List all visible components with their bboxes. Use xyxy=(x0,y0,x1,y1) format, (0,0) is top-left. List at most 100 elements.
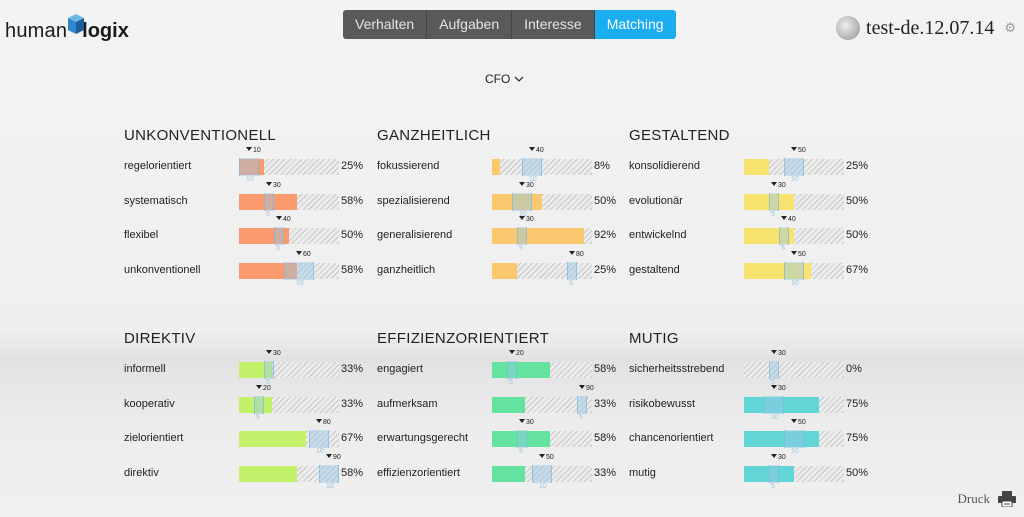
trait-bar: 50 10 xyxy=(744,419,844,455)
target-marker: 30 xyxy=(519,216,534,223)
range-width-value: 10 xyxy=(791,448,799,455)
trait-percent: 25% xyxy=(594,264,617,276)
target-marker: 20 xyxy=(509,350,524,357)
trait-percent: 67% xyxy=(341,432,364,444)
target-marker: 30 xyxy=(266,350,281,357)
trait-bar-fill xyxy=(492,228,584,244)
tab-interesse[interactable]: Interesse xyxy=(512,10,595,39)
trait-percent: 50% xyxy=(341,229,364,241)
trait-bar: 30 5 xyxy=(492,419,592,455)
trait-label: regelorientiert xyxy=(124,160,192,172)
trait-bar: 90 5 xyxy=(492,385,594,421)
target-range-band xyxy=(254,396,264,414)
target-range-band xyxy=(784,262,804,280)
trait-row: flexibel 40 5 50% xyxy=(124,216,374,252)
trait-percent: 58% xyxy=(594,363,617,375)
section-ganzheitlich: GANZHEITLICH fokussierend 40 10 8% spezialisi… xyxy=(377,127,627,287)
print-label: Druck xyxy=(957,491,991,506)
trait-label: gestaltend xyxy=(629,264,680,276)
trait-bar: 30 5 xyxy=(492,216,592,252)
marker-triangle-icon xyxy=(266,182,272,186)
range-width-value: 10 xyxy=(529,176,537,183)
trait-row: erwartungsgerecht 30 5 58% xyxy=(377,419,627,455)
trait-label: sicherheitsstrebend xyxy=(629,363,725,375)
trait-bar-fill xyxy=(744,159,769,175)
range-width-value: 5 xyxy=(771,379,775,386)
range-width-value: 5 xyxy=(266,379,270,386)
trait-bar: 50 10 xyxy=(492,454,592,490)
range-width-value: 10 xyxy=(791,280,799,287)
range-width-value: 10 xyxy=(246,176,254,183)
trait-label: zielorientiert xyxy=(124,432,184,444)
target-value: 10 xyxy=(253,147,261,154)
trait-label: fokussierend xyxy=(377,160,440,172)
trait-bar: 20 5 xyxy=(492,350,592,386)
target-marker: 90 xyxy=(326,454,341,461)
trait-bar: 20 5 xyxy=(239,385,339,421)
trait-percent: 67% xyxy=(846,264,869,276)
avatar[interactable] xyxy=(836,16,861,40)
user-name[interactable]: test-de.12.07.14 xyxy=(866,16,995,39)
trait-percent: 75% xyxy=(846,398,869,410)
printer-icon xyxy=(998,491,1016,507)
trait-bar-fill xyxy=(744,431,819,447)
trait-percent: 0% xyxy=(846,363,862,375)
print-button[interactable]: Druck xyxy=(957,491,1016,507)
trait-bar: 90 10 xyxy=(239,454,341,490)
trait-bar: 40 5 xyxy=(239,216,339,252)
target-marker: 30 xyxy=(771,182,786,189)
section-title: UNKONVENTIONELL xyxy=(124,127,277,144)
target-value: 30 xyxy=(526,182,534,189)
trait-percent: 58% xyxy=(341,467,364,479)
trait-bar-fill xyxy=(239,159,264,175)
trait-percent: 33% xyxy=(341,363,364,375)
target-value: 90 xyxy=(586,385,594,392)
trait-bar-fill xyxy=(239,228,289,244)
range-width-value: 5 xyxy=(509,379,513,386)
trait-bar: 30 5 xyxy=(744,350,844,386)
target-value: 60 xyxy=(303,251,311,258)
brand-part2: logix xyxy=(82,19,129,42)
range-width-value: 10 xyxy=(296,280,304,287)
tab-matching[interactable]: Matching xyxy=(594,10,676,39)
trait-bar: 80 5 xyxy=(492,251,592,287)
marker-triangle-icon xyxy=(539,454,545,458)
trait-row: ganzheitlich 80 5 25% xyxy=(377,251,627,287)
role-label: CFO xyxy=(485,72,511,86)
gear-icon[interactable]: ⚙ xyxy=(1004,20,1016,35)
trait-bar-fill xyxy=(492,194,542,210)
trait-bar: 30 5 xyxy=(744,454,844,490)
trait-percent: 25% xyxy=(846,160,869,172)
trait-percent: 50% xyxy=(846,229,869,241)
target-marker: 60 xyxy=(296,251,311,258)
marker-triangle-icon xyxy=(569,251,575,255)
marker-triangle-icon xyxy=(791,419,797,423)
trait-row: unkonventionell 60 10 58% xyxy=(124,251,374,287)
target-range-band xyxy=(517,227,527,245)
trait-label: effizienzorientiert xyxy=(377,467,460,479)
target-marker: 80 xyxy=(569,251,584,258)
target-marker: 30 xyxy=(519,419,534,426)
role-selector[interactable]: CFO xyxy=(485,72,524,86)
trait-percent: 58% xyxy=(341,195,364,207)
trait-bar: 40 10 xyxy=(492,147,592,183)
trait-bar: 40 5 xyxy=(744,216,844,252)
target-range-band xyxy=(239,158,259,176)
tab-verhalten[interactable]: Verhalten xyxy=(343,10,428,39)
target-value: 40 xyxy=(536,147,544,154)
trait-label: direktiv xyxy=(124,467,159,479)
target-value: 30 xyxy=(778,182,786,189)
tab-aufgaben[interactable]: Aufgaben xyxy=(427,10,513,39)
trait-label: spezialisierend xyxy=(377,195,450,207)
target-range-band xyxy=(512,193,532,211)
target-marker: 30 xyxy=(771,454,786,461)
range-width-value: 10 xyxy=(539,483,547,490)
marker-triangle-icon xyxy=(791,251,797,255)
target-range-band xyxy=(522,158,542,176)
target-value: 50 xyxy=(798,251,806,258)
trait-row: fokussierend 40 10 8% xyxy=(377,147,627,183)
target-range-band xyxy=(764,396,784,414)
trait-bar: 30 5 xyxy=(744,182,844,218)
target-range-band xyxy=(532,465,552,483)
target-range-band xyxy=(769,361,779,379)
